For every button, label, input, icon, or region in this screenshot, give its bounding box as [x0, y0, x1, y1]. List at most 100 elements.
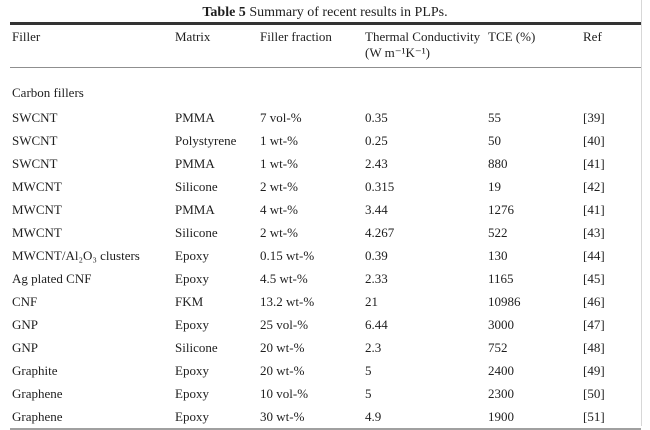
table-cell: [42]: [583, 178, 605, 194]
table-cell: 3000: [488, 316, 514, 332]
table-cell: 3.44: [365, 201, 388, 217]
table-cell: Epoxy: [175, 385, 209, 401]
table-row: MWCNT Silicone 2 wt-% 0.315 19 [42]: [10, 175, 641, 198]
table-cell: 1 wt-%: [260, 155, 298, 171]
table-cell: 4.5 wt-%: [260, 270, 308, 286]
col-header-label: TCE (%): [488, 29, 536, 44]
table-row: Graphene Epoxy 30 wt-% 4.9 1900 [51]: [10, 405, 641, 429]
section-row: Carbon fillers: [10, 68, 641, 107]
table-row: SWCNT Polystyrene 1 wt-% 0.25 50 [40]: [10, 129, 641, 152]
table-cell: 2 wt-%: [260, 224, 298, 240]
table-cell: [51]: [583, 408, 605, 424]
table-cell: [50]: [583, 385, 605, 401]
table-cell: 6.44: [365, 316, 388, 332]
table-cell: 20 wt-%: [260, 339, 305, 355]
col-header-filler-fraction: Filler fraction: [260, 23, 365, 68]
table-cell: GNP: [12, 316, 39, 332]
table-row: Ag plated CNF Epoxy 4.5 wt-% 2.33 1165 [45]: [10, 267, 641, 290]
table-cell: MWCNT: [12, 178, 62, 194]
table-cell: 50: [488, 132, 501, 148]
col-header-units: (W m⁻¹K⁻¹): [365, 45, 430, 60]
col-header-matrix: Matrix: [175, 23, 260, 68]
table-header: Filler Matrix Filler fraction Thermal Co…: [10, 23, 641, 68]
table-row: SWCNT PMMA 7 vol-% 0.35 55 [39]: [10, 106, 641, 129]
table-cell: 10986: [488, 293, 521, 309]
table-cell: 10 vol-%: [260, 385, 309, 401]
table-cell: [47]: [583, 316, 605, 332]
table-cell: SWCNT: [12, 155, 58, 171]
table-row: MWCNT PMMA 4 wt-% 3.44 1276 [41]: [10, 198, 641, 221]
table-cell: 5: [365, 385, 372, 401]
table-cell: 880: [488, 155, 508, 171]
table-cell: Polystyrene: [175, 132, 237, 148]
col-header-filler: Filler: [10, 23, 175, 68]
table-cell: PMMA: [175, 155, 215, 171]
table-cell: 21: [365, 293, 378, 309]
table-cell: 1900: [488, 408, 514, 424]
table-cell: 4.9: [365, 408, 382, 424]
table-cell: 1 wt-%: [260, 132, 298, 148]
table-body: Carbon fillers SWCNT PMMA 7 vol-% 0.35 55 [39…: [10, 68, 641, 430]
table-cell: 19: [488, 178, 501, 194]
scan-edge-line: [641, 0, 642, 426]
table-cell: 5: [365, 362, 372, 378]
section-label: Carbon fillers: [12, 85, 84, 100]
table-cell: 0.315: [365, 178, 395, 194]
col-header-label: Filler fraction: [260, 29, 332, 44]
header-row: Filler Matrix Filler fraction Thermal Co…: [10, 23, 641, 68]
table-cell: 30 wt-%: [260, 408, 305, 424]
table-cell: 0.15 wt-%: [260, 247, 315, 263]
table-cell: MWCNT/Al₂O₃ clusters: [12, 247, 140, 263]
col-header-ref: Ref: [583, 23, 641, 68]
table-cell: 4 wt-%: [260, 201, 298, 217]
table-cell: 0.39: [365, 247, 388, 263]
table-cell: Epoxy: [175, 362, 209, 378]
table-cell: Epoxy: [175, 408, 209, 424]
table-row: GNP Silicone 20 wt-% 2.3 752 [48]: [10, 336, 641, 359]
table-cell: Silicone: [175, 224, 218, 240]
results-table: Filler Matrix Filler fraction Thermal Co…: [10, 22, 641, 430]
table-caption-text: Summary of recent results in PLPs.: [245, 5, 448, 20]
col-header-thermal-conductivity: Thermal Conductivity (W m⁻¹K⁻¹): [365, 23, 488, 68]
table-cell: 1165: [488, 270, 514, 286]
table-cell: MWCNT: [12, 201, 62, 217]
table-cell: [49]: [583, 362, 605, 378]
table-cell: SWCNT: [12, 132, 58, 148]
table-row: CNF FKM 13.2 wt-% 21 10986 [46]: [10, 290, 641, 313]
table-cell: 130: [488, 247, 508, 263]
table-cell: 2.3: [365, 339, 382, 355]
table-cell: 2.43: [365, 155, 388, 171]
table-row: Graphite Epoxy 20 wt-% 5 2400 [49]: [10, 359, 641, 382]
table-row: Graphene Epoxy 10 vol-% 5 2300 [50]: [10, 382, 641, 405]
table-cell: SWCNT: [12, 109, 58, 125]
table-cell: 0.25: [365, 132, 388, 148]
table-caption-number: Table 5: [202, 5, 246, 20]
table-cell: PMMA: [175, 109, 215, 125]
table-cell: 55: [488, 109, 501, 125]
table-cell: FKM: [175, 293, 204, 309]
table-cell: 20 wt-%: [260, 362, 305, 378]
col-header-label: Filler: [12, 29, 41, 44]
table-cell: CNF: [12, 293, 38, 309]
table-cell: 2 wt-%: [260, 178, 298, 194]
table-cell: GNP: [12, 339, 39, 355]
table-cell: Epoxy: [175, 247, 209, 263]
table-cell: MWCNT: [12, 224, 62, 240]
table-cell: Epoxy: [175, 316, 209, 332]
table-cell: [46]: [583, 293, 605, 309]
table-cell: 2300: [488, 385, 514, 401]
table-cell: 4.267: [365, 224, 395, 240]
table-cell: Graphite: [12, 362, 58, 378]
table-cell: [48]: [583, 339, 605, 355]
col-header-label: Matrix: [175, 29, 211, 44]
table-row: SWCNT PMMA 1 wt-% 2.43 880 [41]: [10, 152, 641, 175]
table-caption: Table 5 Summary of recent results in PLP…: [0, 0, 650, 22]
table-cell: [39]: [583, 109, 605, 125]
col-header-tce: TCE (%): [488, 23, 583, 68]
table-cell: Graphene: [12, 408, 63, 424]
table-cell: 13.2 wt-%: [260, 293, 315, 309]
table-cell: Graphene: [12, 385, 63, 401]
table-cell: PMMA: [175, 201, 215, 217]
table-cell: 2.33: [365, 270, 388, 286]
table-cell: 752: [488, 339, 508, 355]
